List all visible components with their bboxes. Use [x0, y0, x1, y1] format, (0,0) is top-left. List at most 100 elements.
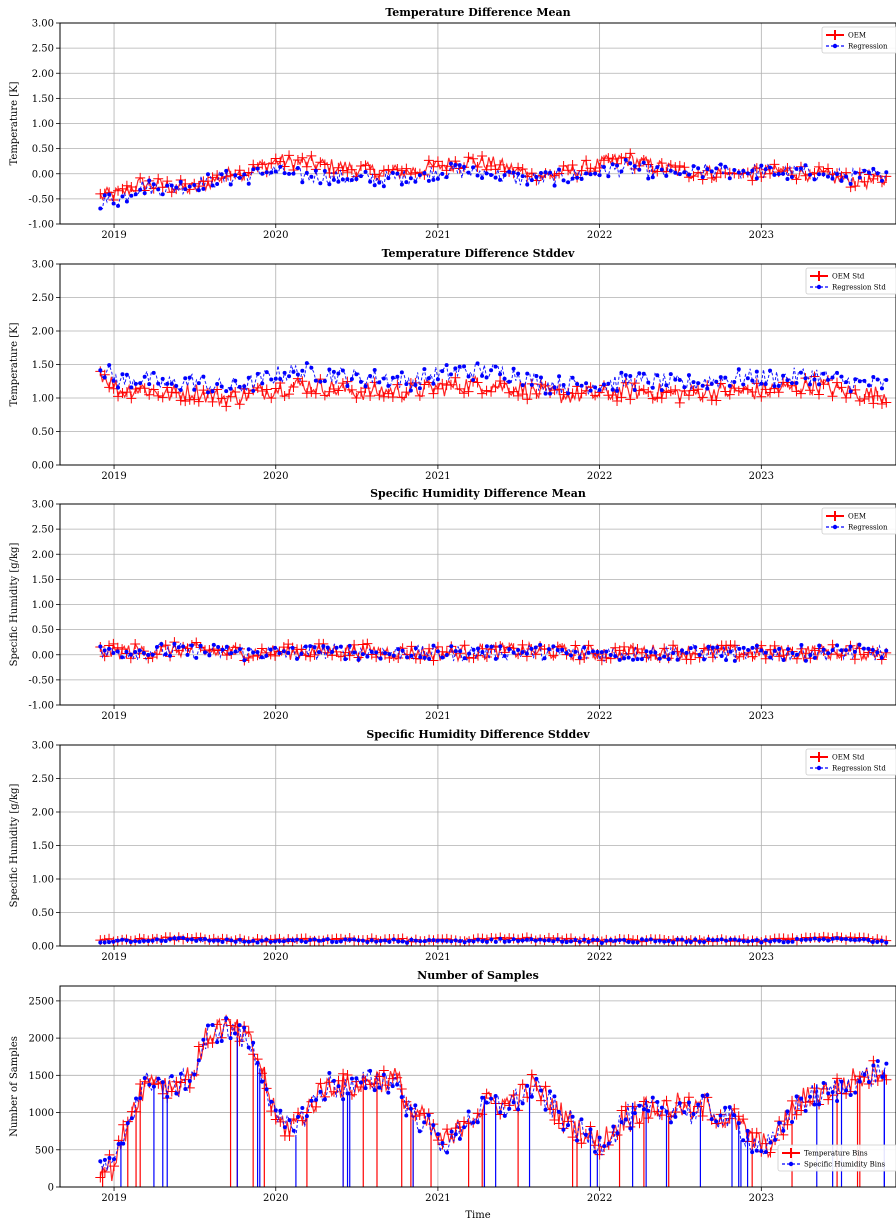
x-tick-label: 2023	[749, 230, 774, 241]
data-point	[129, 385, 134, 390]
data-point	[192, 1072, 197, 1077]
data-point	[111, 651, 116, 656]
data-point	[850, 181, 861, 192]
data-point	[284, 1131, 295, 1141]
data-point	[201, 186, 206, 191]
data-point	[382, 938, 387, 943]
data-point	[830, 936, 835, 941]
data-point	[668, 1120, 673, 1125]
data-point	[345, 384, 350, 389]
data-point	[511, 366, 516, 371]
data-point	[816, 172, 821, 177]
data-point	[671, 650, 676, 655]
data-point	[251, 650, 256, 655]
data-point	[282, 1125, 287, 1130]
data-point	[812, 655, 817, 660]
data-point	[697, 392, 708, 403]
data-point	[648, 650, 653, 655]
data-point	[480, 649, 485, 654]
data-point	[706, 644, 711, 649]
data-point	[668, 168, 673, 173]
data-point	[507, 939, 512, 944]
data-point	[449, 939, 454, 944]
data-point	[823, 1094, 834, 1105]
data-point	[839, 648, 844, 653]
data-point	[357, 639, 368, 650]
data-point	[871, 1063, 876, 1068]
data-point	[546, 647, 551, 652]
data-point	[354, 372, 359, 377]
data-point	[386, 383, 391, 388]
data-point	[561, 178, 566, 183]
data-point	[242, 658, 247, 663]
data-point	[221, 171, 232, 182]
data-point	[346, 384, 357, 395]
data-point	[157, 392, 168, 403]
data-point	[147, 178, 152, 183]
data-point	[812, 377, 817, 382]
data-point	[800, 1097, 811, 1108]
data-point	[520, 383, 525, 388]
data-point	[596, 655, 607, 666]
data-point	[794, 1094, 799, 1099]
data-point	[472, 377, 483, 388]
data-point	[626, 939, 631, 944]
data-point	[825, 174, 830, 179]
data-point	[631, 657, 636, 662]
data-point	[579, 1117, 584, 1122]
data-point	[159, 938, 164, 943]
data-point	[745, 376, 750, 381]
data-point	[507, 379, 512, 384]
data-point	[782, 163, 793, 173]
data-point	[111, 201, 116, 206]
data-point	[279, 390, 290, 401]
data-point	[821, 371, 826, 376]
data-point	[224, 168, 229, 173]
data-point	[619, 1120, 624, 1125]
data-point	[608, 937, 613, 942]
data-point	[620, 1101, 631, 1112]
data-point	[700, 175, 705, 180]
data-point	[264, 170, 269, 175]
data-point	[588, 172, 593, 177]
data-point	[322, 379, 327, 384]
data-point	[557, 374, 562, 379]
data-point	[423, 155, 434, 166]
data-point	[330, 649, 335, 654]
data-point	[879, 655, 884, 660]
data-point	[295, 937, 300, 942]
data-point	[116, 203, 121, 208]
data-point	[791, 174, 802, 185]
data-point	[643, 1113, 654, 1124]
data-point	[727, 176, 732, 181]
data-point	[615, 163, 620, 168]
x-tick-label: 2023	[749, 471, 774, 482]
x-tick-label: 2022	[587, 230, 612, 241]
data-point	[702, 939, 707, 944]
data-point	[507, 647, 512, 652]
data-point	[861, 937, 866, 942]
data-point	[356, 657, 361, 662]
data-point	[304, 361, 309, 366]
data-point	[207, 172, 218, 183]
data-point	[773, 387, 784, 398]
data-point	[489, 172, 494, 177]
data-point	[759, 163, 764, 168]
data-point	[264, 1087, 269, 1092]
data-point	[202, 650, 207, 655]
data-point	[646, 380, 651, 385]
data-point	[347, 937, 352, 942]
data-point	[215, 1040, 220, 1045]
data-point	[558, 160, 569, 171]
data-point	[444, 175, 449, 180]
data-point	[628, 642, 639, 653]
data-point	[848, 937, 853, 942]
data-point	[342, 1070, 353, 1081]
series-1	[95, 1014, 892, 1187]
data-point	[246, 939, 251, 944]
data-point	[688, 940, 693, 945]
data-point	[196, 381, 201, 386]
data-point	[637, 371, 642, 376]
data-point	[386, 176, 391, 181]
data-point	[668, 640, 679, 651]
